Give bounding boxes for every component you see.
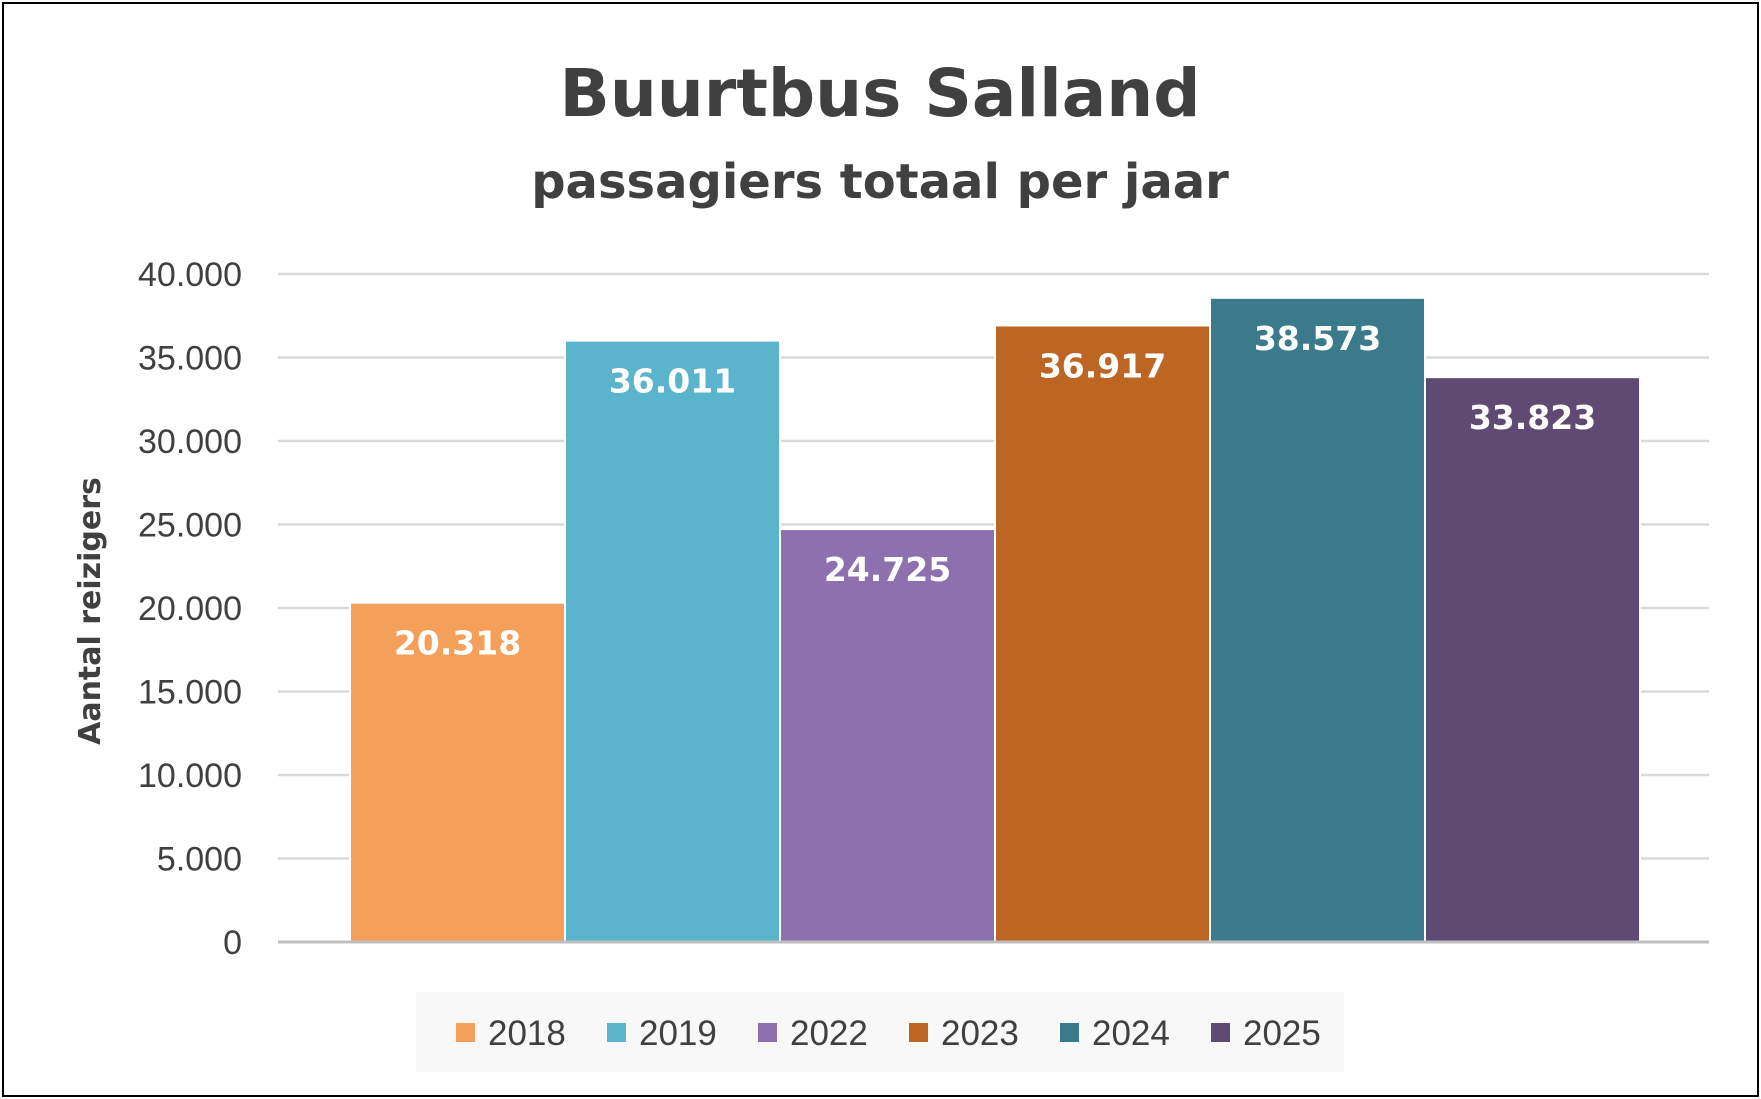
legend-item-2025: 2025 <box>1211 1014 1321 1053</box>
legend-swatch <box>1211 1023 1230 1042</box>
legend-label: 2018 <box>488 1014 566 1053</box>
y-axis-label: Aantal reizigers <box>73 477 108 745</box>
y-tick-label: 30.000 <box>138 423 242 461</box>
legend-swatch <box>456 1023 475 1042</box>
y-tick-label: 40.000 <box>138 256 242 294</box>
y-tick-label: 10.000 <box>138 757 242 795</box>
legend-label: 2024 <box>1092 1014 1170 1053</box>
chart-title: Buurtbus Salland <box>560 55 1201 132</box>
y-tick-label: 25.000 <box>138 507 242 545</box>
legend-label: 2022 <box>790 1014 868 1053</box>
legend-swatch <box>909 1023 928 1042</box>
data-label-2025: 33.823 <box>1469 398 1596 437</box>
y-tick-label: 35.000 <box>138 340 242 378</box>
bar-2019 <box>564 339 781 944</box>
bar-2022 <box>779 528 996 944</box>
y-tick-label: 15.000 <box>138 674 242 712</box>
chart: Buurtbus Salland passagiers totaal per j… <box>73 55 1709 1072</box>
data-label-2023: 36.917 <box>1039 346 1166 385</box>
y-tick-label: 0 <box>223 924 242 962</box>
legend-item-2019: 2019 <box>607 1014 717 1053</box>
bars: 20.318 36.011 24.725 36.917 38.573 33.823 <box>349 296 1641 944</box>
y-tick-label: 5.000 <box>157 841 242 879</box>
legend-item-2018: 2018 <box>456 1014 566 1053</box>
data-label-2018: 20.318 <box>394 624 521 663</box>
data-label-2022: 24.725 <box>824 550 951 589</box>
legend: 2018 2019 2022 2023 2024 2025 <box>416 992 1344 1072</box>
y-axis-ticks: 0 5.000 10.000 15.000 20.000 25.000 30.000 35.0… <box>138 256 242 962</box>
legend-item-2022: 2022 <box>758 1014 868 1053</box>
legend-swatch <box>758 1023 777 1042</box>
bar-2018 <box>349 601 566 943</box>
legend-item-2024: 2024 <box>1060 1014 1170 1053</box>
data-label-2024: 38.573 <box>1254 319 1381 358</box>
y-tick-label: 20.000 <box>138 590 242 628</box>
data-label-2019: 36.011 <box>609 362 736 401</box>
legend-swatch <box>607 1023 626 1042</box>
legend-background <box>416 992 1344 1072</box>
legend-item-2023: 2023 <box>909 1014 1019 1053</box>
chart-subtitle: passagiers totaal per jaar <box>531 154 1229 210</box>
legend-swatch <box>1060 1023 1079 1042</box>
bar-2023 <box>994 324 1211 944</box>
legend-label: 2023 <box>941 1014 1019 1053</box>
legend-label: 2019 <box>639 1014 717 1053</box>
bar-2024 <box>1209 296 1426 944</box>
legend-label: 2025 <box>1243 1014 1321 1053</box>
bar-2025 <box>1424 376 1641 944</box>
